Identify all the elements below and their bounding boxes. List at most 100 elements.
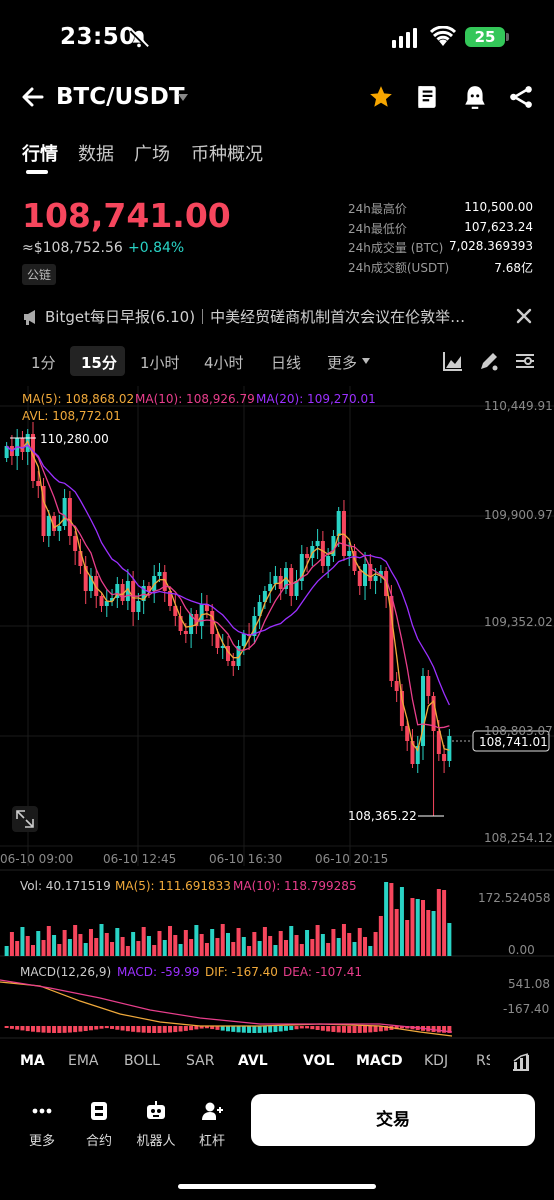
candle-body [110,598,115,601]
volume-bar [273,945,278,956]
vol-ma10-legend: MA(10): 118.799285 [233,879,357,893]
star-icon[interactable] [368,84,394,110]
interval-15m[interactable]: 15分 [81,354,117,372]
ind-tab-sar[interactable]: SAR [186,1053,215,1069]
volume-bar [241,937,246,956]
volume-bar [225,933,231,956]
macd-bar [336,1026,341,1033]
volume-bar [336,938,341,956]
macd-bar [15,1026,20,1030]
expand-icon[interactable] [12,806,38,832]
back-arrow-icon[interactable] [20,84,46,110]
caret-down-icon[interactable] [178,94,188,102]
ind-tab-kdj[interactable]: KDJ [424,1053,449,1069]
interval-1m[interactable]: 1分 [31,354,56,372]
candle-body [347,551,352,556]
candle-body [67,498,72,536]
volume-bar [262,927,267,956]
nav-contract[interactable]: 合约 [79,1100,119,1149]
macd-bar [363,1026,368,1033]
stat-label: 24h成交量 (BTC) [348,241,444,255]
volume-bar [252,932,257,956]
ind-tab-macd[interactable]: MACD [356,1053,403,1069]
macd-bar [278,1026,283,1032]
close-icon[interactable] [514,306,534,326]
macd-bar [368,1026,373,1033]
macd-bar [352,1026,357,1033]
low-marker: 108,365.22 [348,809,417,823]
ma20-legend: MA(20): 109,270.01 [256,392,376,406]
volume-bar [46,926,51,956]
x-tick: 06-10 12:45 [103,852,177,866]
candle-body [52,516,57,531]
candle-body [210,611,215,634]
volume-bar [94,938,99,956]
nav-robot[interactable]: 机器人 [136,1100,176,1149]
settings-sliders-icon[interactable] [514,350,536,372]
interval-1d[interactable]: 日线 [271,354,302,372]
news-ticker[interactable]: Bitget每日早报(6.10)｜中美经贸磋商机制首次会议在伦敦举… [45,308,466,326]
ind-tab-vol[interactable]: VOL [303,1053,335,1069]
wifi-icon [430,26,456,46]
chart-grid [0,386,554,1039]
macd-bar [178,1026,183,1032]
trade-button[interactable]: 交易 [251,1094,535,1146]
tab-coin-overview[interactable]: 币种概况 [191,144,263,165]
ind-tab-boll[interactable]: BOLL [124,1053,160,1069]
macd-bar [373,1026,378,1032]
volume-bar [310,939,315,956]
tab-market[interactable]: 行情 [22,144,58,165]
volume-bar [231,942,236,956]
volume-bar [426,910,431,956]
candle-body [363,564,368,586]
indicator-settings-icon[interactable] [511,1052,531,1072]
volume-bar [152,945,157,956]
volume-bar [41,940,46,956]
macd-bar [168,1026,173,1033]
chain-badge[interactable]: 公链 [22,264,57,285]
volume-bar [436,889,441,956]
candle-body [20,438,25,452]
candle-body [225,646,231,661]
volume-bar [73,925,78,956]
kline-chart[interactable] [0,386,554,1046]
volume-bar [120,937,125,956]
nav-more[interactable]: 更多 [22,1100,62,1149]
ind-tab-ema[interactable]: EMA [68,1053,99,1069]
dif-value: DIF: -167.40 [205,965,278,979]
interval-1h[interactable]: 1小时 [140,354,180,372]
area-chart-icon[interactable] [442,350,464,372]
interval-more[interactable]: 更多 [327,354,358,372]
ind-tab-ma[interactable]: MA [20,1053,45,1069]
volume-bar [341,924,346,956]
macd-bar [436,1026,441,1033]
nav-leverage[interactable]: 杠杆 [192,1100,232,1149]
ind-tab-rsi[interactable]: RSI [476,1053,490,1069]
volume-bar [215,938,220,956]
battery-tip [506,33,509,41]
share-icon[interactable] [508,84,534,110]
volume-bar [294,935,299,956]
alert-bell-icon[interactable] [462,84,488,110]
draw-pen-icon[interactable] [478,350,500,372]
notebook-icon[interactable] [414,84,440,110]
y-tick: 108,803.07 [484,724,553,738]
tab-data[interactable]: 数据 [78,144,114,165]
candle-body [41,486,46,536]
macd-bar [94,1026,99,1030]
tab-square[interactable]: 广场 [134,144,170,165]
pair-title[interactable]: BTC/USDT [56,84,185,110]
candle-body [341,511,346,556]
candle-body [83,566,88,591]
ind-tab-avl[interactable]: AVL [238,1053,268,1069]
volume-bar [104,933,109,956]
macd-bar [125,1026,130,1032]
interval-4h[interactable]: 4小时 [204,354,244,372]
caret-down-icon[interactable] [362,358,370,364]
macd-bar [283,1026,288,1031]
macd-bar [52,1026,57,1033]
volume-bar [141,927,146,956]
candle-body [305,554,310,558]
candle-body [204,604,209,611]
candle-body [36,481,41,486]
